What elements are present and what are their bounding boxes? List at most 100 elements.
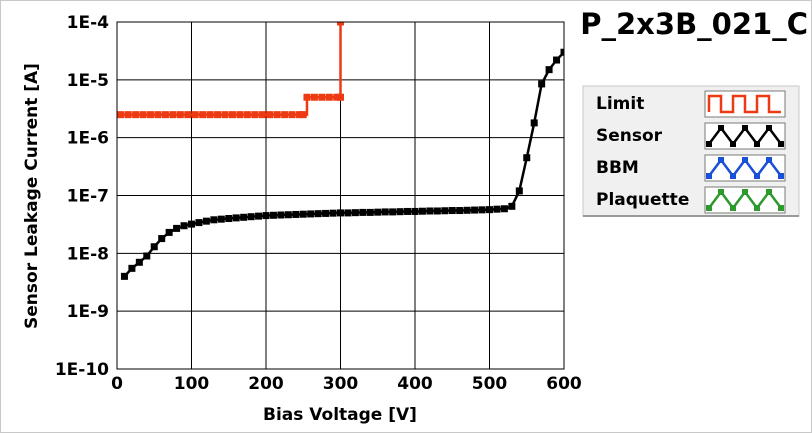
limit-data-point xyxy=(117,111,125,119)
limit-data-point xyxy=(337,22,344,26)
limit-data-point xyxy=(318,93,326,101)
sensor-data-point xyxy=(426,207,434,215)
limit-data-point xyxy=(132,111,140,119)
x-tick-label: 100 xyxy=(174,374,210,394)
sensor-data-point xyxy=(553,56,561,64)
sensor-data-point xyxy=(269,211,277,219)
legend-label-plaquette: Plaquette xyxy=(596,190,689,210)
x-tick-label: 400 xyxy=(397,374,433,394)
legend-glyph-marker xyxy=(742,125,748,131)
sensor-data-point xyxy=(493,205,501,213)
x-axis-title: Bias Voltage [V] xyxy=(263,405,417,425)
y-tick-label: 1E-6 xyxy=(67,129,109,149)
sensor-data-point xyxy=(374,208,382,216)
limit-data-point xyxy=(124,111,132,119)
limit-data-point xyxy=(228,111,236,119)
sensor-data-point xyxy=(418,207,426,215)
legend-glyph-marker xyxy=(718,125,724,131)
sensor-data-point xyxy=(143,252,151,260)
limit-data-point xyxy=(337,93,344,101)
sensor-data-point xyxy=(232,214,240,222)
legend-glyph-marker xyxy=(706,141,712,147)
limit-data-point xyxy=(191,111,199,119)
plot-border xyxy=(116,21,565,370)
sensor-data-point xyxy=(180,222,188,230)
legend-glyph-marker xyxy=(754,173,760,179)
limit-data-point xyxy=(161,111,169,119)
sensor-data-point xyxy=(240,213,248,221)
legend-glyph-limit xyxy=(707,94,781,114)
legend-glyph-marker xyxy=(766,189,772,195)
sensor-data-point xyxy=(173,224,181,232)
legend-glyph-marker xyxy=(742,189,748,195)
legend-label-limit: Limit xyxy=(596,94,644,114)
legend-label-bbm: BBM xyxy=(596,158,639,178)
limit-data-point xyxy=(154,111,162,119)
legend-glyph-marker xyxy=(706,173,712,179)
sensor-data-point xyxy=(344,209,352,217)
legend-glyph-marker xyxy=(742,157,748,163)
sensor-data-point xyxy=(292,210,300,218)
sensor-data-point xyxy=(247,213,255,221)
legend-glyph-marker xyxy=(706,205,712,211)
sensor-data-point xyxy=(128,264,136,272)
sensor-data-point xyxy=(366,208,374,216)
limit-data-point xyxy=(333,93,341,101)
y-tick-label: 1E-9 xyxy=(67,302,109,322)
sensor-data-point xyxy=(277,211,285,219)
limit-data-point xyxy=(258,111,266,119)
sensor-data-point xyxy=(456,207,464,215)
x-tick-label: 200 xyxy=(248,374,284,394)
sensor-data-point xyxy=(389,208,397,216)
limit-data-point xyxy=(221,111,229,119)
sensor-data-point xyxy=(217,215,225,223)
sensor-data-point xyxy=(307,210,315,218)
limit-data-point xyxy=(325,93,333,101)
sensor-data-point xyxy=(195,219,203,227)
limit-data-point xyxy=(139,111,147,119)
limit-data-point xyxy=(273,111,281,119)
limit-data-point xyxy=(251,111,259,119)
sensor-data-point xyxy=(284,211,292,219)
sensor-data-point xyxy=(523,154,531,162)
axes-group: 0 100 200 300 400 500 600 1E-10 1E-9 1E-8 1E-7 1E-6… xyxy=(55,13,582,394)
limit-data-point xyxy=(169,111,177,119)
legend-label-sensor: Sensor xyxy=(596,126,663,146)
limit-data-point xyxy=(214,111,222,119)
legend-glyph-marker xyxy=(778,205,784,211)
sensor-data-point xyxy=(396,208,404,216)
sensor-data-point xyxy=(314,210,322,218)
sensor-data-point xyxy=(486,206,493,214)
legend-glyph-marker xyxy=(754,141,760,147)
legend-glyph-marker xyxy=(766,157,772,163)
sensor-data-point xyxy=(202,217,210,225)
limit-data-point xyxy=(303,93,311,101)
limit-data-point xyxy=(281,111,289,119)
y-axis-title: Sensor Leakage Current [A] xyxy=(22,63,42,329)
sensor-data-point xyxy=(262,212,270,220)
x-tick-label: 500 xyxy=(472,374,508,394)
limit-data-point xyxy=(266,111,274,119)
sensor-data-point xyxy=(411,207,419,215)
y-tick-label: 1E-5 xyxy=(67,71,109,91)
sensor-data-point xyxy=(188,220,195,228)
sensor-data-point xyxy=(351,209,359,217)
x-tick-label: 600 xyxy=(546,374,582,394)
y-tick-label: 1E-7 xyxy=(67,187,109,207)
sensor-data-point xyxy=(225,215,233,223)
legend-glyph-marker xyxy=(754,205,760,211)
sensor-data-point xyxy=(359,208,367,216)
sensor-data-point xyxy=(329,209,337,217)
series-group xyxy=(117,22,564,280)
sensor-data-point xyxy=(255,212,263,220)
limit-data-point xyxy=(288,111,296,119)
limit-data-point xyxy=(184,111,192,119)
limit-data-point xyxy=(206,111,214,119)
legend: Limit Sensor BBM Plaquette xyxy=(582,85,800,217)
limit-data-point xyxy=(147,111,155,119)
y-tick-label: 1E-8 xyxy=(67,244,109,264)
sensor-data-point xyxy=(463,206,471,214)
sensor-data-point xyxy=(150,243,158,251)
sensor-data-point xyxy=(500,205,508,213)
sensor-data-point xyxy=(381,208,389,216)
